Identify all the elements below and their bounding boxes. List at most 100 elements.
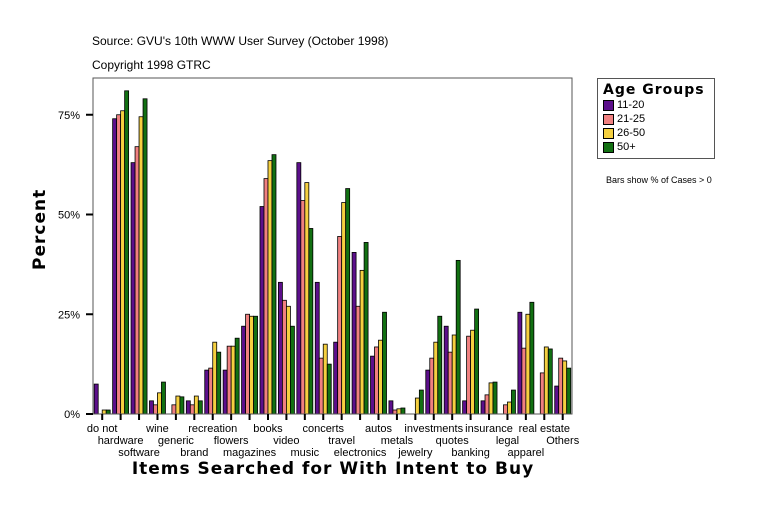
bar bbox=[341, 202, 347, 415]
bar bbox=[525, 313, 531, 415]
bar bbox=[355, 305, 361, 415]
bar-group bbox=[425, 315, 443, 415]
legend-item-26-50: 26-50 bbox=[603, 126, 714, 140]
bar-group bbox=[370, 311, 387, 415]
bar bbox=[517, 311, 523, 415]
bar bbox=[171, 404, 177, 415]
bar bbox=[547, 348, 553, 415]
x-tick-label: travel bbox=[328, 435, 355, 447]
bar bbox=[175, 395, 181, 415]
bar bbox=[253, 315, 258, 415]
bar bbox=[400, 407, 406, 415]
bar-group bbox=[443, 259, 461, 415]
bar bbox=[149, 400, 154, 415]
bar bbox=[138, 116, 144, 415]
bar bbox=[558, 357, 564, 415]
x-tick-label: brand bbox=[180, 447, 208, 459]
bar-group bbox=[259, 154, 277, 415]
x-tick-label: legal bbox=[496, 435, 519, 447]
bar bbox=[488, 382, 494, 415]
bar bbox=[130, 162, 136, 415]
bar-group bbox=[333, 188, 351, 415]
bar-group bbox=[222, 337, 240, 415]
legend-swatch-icon bbox=[603, 113, 614, 125]
bar bbox=[378, 339, 383, 415]
bar bbox=[521, 347, 527, 415]
bar bbox=[539, 372, 545, 415]
bar-group bbox=[414, 389, 424, 415]
bar bbox=[263, 178, 269, 415]
plot-frame bbox=[92, 77, 573, 415]
bar bbox=[226, 345, 232, 415]
bar bbox=[249, 315, 254, 415]
bar bbox=[507, 401, 512, 415]
bar bbox=[418, 389, 424, 415]
legend-swatch-icon bbox=[603, 127, 614, 139]
bar bbox=[470, 329, 476, 415]
bar bbox=[511, 389, 516, 415]
bar bbox=[296, 162, 302, 415]
bar bbox=[153, 404, 158, 415]
bar bbox=[193, 395, 199, 415]
bar-group bbox=[314, 281, 332, 415]
bar-group bbox=[278, 281, 295, 415]
bar bbox=[300, 200, 306, 415]
legend-swatch-icon bbox=[603, 99, 614, 111]
bar bbox=[333, 341, 339, 415]
bar bbox=[222, 369, 228, 415]
bar bbox=[566, 367, 572, 415]
bar bbox=[157, 392, 162, 415]
legend-item-21-25: 21-25 bbox=[603, 112, 714, 126]
bar-groups bbox=[93, 90, 572, 415]
legend-label: 11-20 bbox=[617, 99, 645, 111]
x-tick-label: wine bbox=[145, 423, 169, 435]
bar bbox=[134, 146, 140, 415]
x-axis-title: Items Searched for With Intent to Buy bbox=[131, 459, 535, 479]
bar bbox=[212, 341, 218, 415]
y-tick-label: 0% bbox=[64, 409, 80, 421]
x-tick-label: concerts bbox=[302, 423, 344, 435]
y-axis-title: Percent bbox=[30, 188, 50, 270]
legend-note: Bars show % of Cases > 0 bbox=[606, 175, 712, 185]
bar bbox=[554, 385, 560, 415]
y-tick-label: 50% bbox=[58, 210, 80, 222]
bar bbox=[414, 397, 420, 415]
bar-group bbox=[517, 301, 535, 415]
bar bbox=[314, 281, 320, 415]
x-tick-label: recreation bbox=[188, 423, 237, 435]
bar-group bbox=[462, 308, 480, 415]
x-tick-label: metals bbox=[381, 435, 414, 447]
bar bbox=[503, 404, 508, 415]
bar-group bbox=[296, 162, 314, 415]
bar bbox=[93, 383, 99, 415]
bar bbox=[443, 325, 449, 415]
bar bbox=[105, 409, 111, 415]
x-tick-label: magazines bbox=[223, 447, 277, 459]
legend-title: Age Groups bbox=[603, 82, 705, 98]
bar bbox=[185, 400, 191, 415]
bar-group bbox=[241, 313, 258, 415]
bar bbox=[230, 345, 236, 415]
bar bbox=[271, 154, 277, 415]
bar bbox=[120, 110, 126, 415]
bar bbox=[142, 98, 148, 415]
bar bbox=[259, 206, 265, 415]
bar bbox=[484, 394, 490, 415]
y-tick-label: 25% bbox=[58, 309, 80, 321]
bar bbox=[363, 242, 369, 415]
bar bbox=[351, 252, 357, 415]
bar bbox=[529, 301, 535, 415]
x-tick-label: video bbox=[273, 435, 299, 447]
bar-group bbox=[112, 90, 130, 415]
bar bbox=[216, 351, 222, 415]
bar bbox=[480, 400, 486, 415]
x-tick-label: Others bbox=[546, 435, 580, 447]
bar-group bbox=[204, 341, 222, 415]
bar bbox=[429, 357, 435, 415]
bar bbox=[197, 400, 203, 415]
legend: Age Groups 11-20 21-25 26-50 50+ bbox=[597, 78, 715, 159]
copyright-caption: Copyright 1998 GTRC bbox=[92, 58, 211, 72]
x-tick-label: do not bbox=[87, 423, 118, 435]
